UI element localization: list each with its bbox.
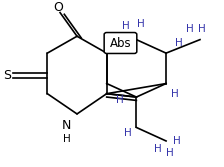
Text: O: O [53,1,63,14]
Text: H: H [137,19,144,29]
Text: H: H [62,134,70,144]
Text: N: N [62,119,71,132]
FancyBboxPatch shape [104,33,137,53]
Text: H: H [175,38,183,48]
Text: H: H [166,148,174,158]
Text: H: H [116,95,123,105]
Text: H: H [173,136,181,146]
Text: H: H [198,25,206,35]
Text: H: H [185,25,193,35]
Text: Abs: Abs [110,37,131,49]
Text: H: H [124,128,132,137]
Text: S: S [3,69,11,82]
Text: H: H [122,21,130,31]
Text: H: H [154,144,162,154]
Text: H: H [171,89,179,99]
